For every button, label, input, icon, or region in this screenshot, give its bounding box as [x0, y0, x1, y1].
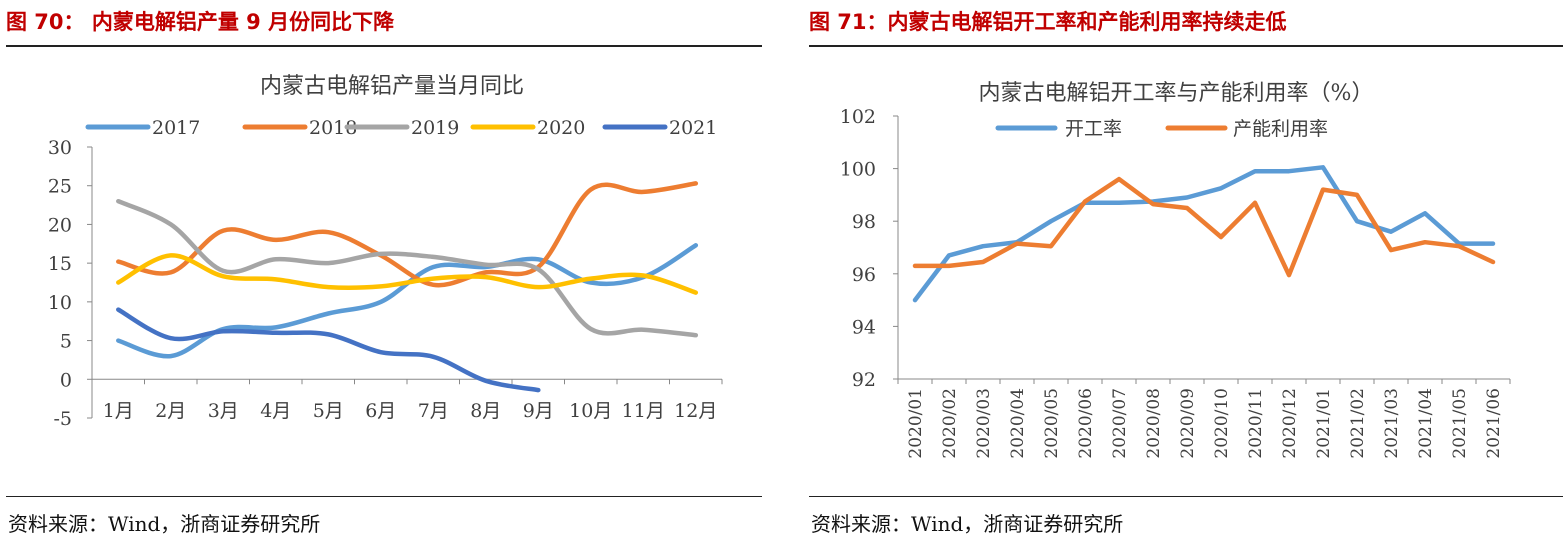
- y-tick-label: -5: [53, 408, 72, 430]
- x-tick-label: 2020/06: [1076, 388, 1096, 459]
- x-tick-label: 7月: [418, 400, 449, 422]
- x-tick-label: 10月: [569, 400, 612, 422]
- y-tick-label: 25: [48, 176, 72, 198]
- series-line-2019: [116, 198, 699, 338]
- series-line-2020: [116, 253, 699, 295]
- series-line-2021: [116, 307, 541, 393]
- y-tick-label: 96: [852, 264, 876, 286]
- title-divider: [6, 45, 762, 47]
- y-tick-label: 94: [852, 316, 876, 338]
- x-tick-label: 12月: [674, 400, 717, 422]
- source-divider: [6, 496, 762, 497]
- chart-title: 内蒙古电解铝产量当月同比: [260, 74, 524, 99]
- legend-label-2021: 2021: [669, 117, 717, 139]
- x-tick-label: 2021/05: [1450, 388, 1470, 459]
- title-divider: [809, 45, 1563, 47]
- x-tick-label: 2月: [155, 400, 186, 422]
- x-tick-label: 2020/11: [1246, 388, 1266, 459]
- x-tick-label: 2020/09: [1178, 388, 1198, 459]
- x-tick-label: 2021/06: [1484, 388, 1504, 459]
- series-line-开工率: [912, 165, 1496, 303]
- y-tick-label: 10: [48, 292, 72, 314]
- x-tick-label: 3月: [208, 400, 239, 422]
- x-tick-label: 6月: [365, 400, 396, 422]
- x-tick-label: 4月: [260, 400, 291, 422]
- figure-title: 图 71：内蒙古电解铝开工率和产能利用率持续走低: [809, 10, 1287, 34]
- x-tick-label: 2020/10: [1212, 388, 1232, 459]
- chart-title: 内蒙古电解铝开工率与产能利用率（%）: [979, 81, 1374, 106]
- yoy-output-chart: 内蒙古电解铝产量当月同比 2017 2018 2019 2020 2021 -5 0 5 10 15…: [48, 74, 723, 430]
- x-tick-label: 2021/01: [1314, 388, 1334, 459]
- legend-label-2017: 2017: [152, 117, 200, 139]
- x-tick-label: 2020/07: [1110, 388, 1130, 459]
- x-tick-label: 2021/02: [1348, 388, 1368, 459]
- y-tick-label: 102: [840, 106, 876, 128]
- y-tick-label: 15: [48, 253, 72, 275]
- source-divider: [809, 496, 1563, 497]
- x-tick-label: 11月: [622, 400, 665, 422]
- utilization-rate-chart: 内蒙古电解铝开工率与产能利用率（%） 开工率 产能利用率 92 94 96 98 100 102…: [840, 81, 1511, 459]
- y-tick-label: 30: [48, 137, 72, 159]
- figure-71-panel: 图 71：内蒙古电解铝开工率和产能利用率持续走低 内蒙古电解铝开工率与产能利用率…: [803, 0, 1563, 548]
- y-tick-label: 100: [840, 159, 876, 181]
- figure-70-panel: 图 70： 内蒙电解铝产量 9 月份同比下降 内蒙古电解铝产量当月同比 2017 2…: [0, 0, 762, 548]
- y-tick-label: 5: [60, 331, 72, 353]
- x-tick-label: 2020/03: [974, 388, 994, 459]
- series-line-产能利用率: [912, 176, 1496, 278]
- x-tick-label: 2020/02: [940, 388, 960, 459]
- x-tick-label: 2020/04: [1008, 388, 1028, 459]
- figure-title: 图 70： 内蒙电解铝产量 9 月份同比下降: [6, 10, 395, 34]
- source-note: 资料来源：Wind，浙商证券研究所: [8, 512, 321, 536]
- series-line-2018: [116, 181, 699, 288]
- x-tick-label: 2020/05: [1042, 388, 1062, 459]
- x-tick-label: 2020/12: [1280, 388, 1300, 459]
- y-tick-label: 92: [852, 369, 876, 391]
- x-tick-label: 2021/04: [1416, 388, 1436, 459]
- series-line-2017: [116, 243, 699, 359]
- legend-label-开工率: 开工率: [1065, 118, 1122, 140]
- x-tick-label: 2020/08: [1144, 388, 1164, 459]
- source-note: 资料来源：Wind，浙商证券研究所: [811, 512, 1124, 536]
- x-tick-label: 2020/01: [906, 388, 926, 459]
- x-tick-label: 9月: [523, 400, 554, 422]
- y-tick-label: 98: [852, 211, 876, 233]
- x-tick-label: 1月: [103, 400, 134, 422]
- x-tick-label: 2021/03: [1382, 388, 1402, 459]
- legend-label-2019: 2019: [411, 117, 459, 139]
- legend-label-产能利用率: 产能利用率: [1233, 118, 1328, 140]
- legend-label-2020: 2020: [537, 117, 585, 139]
- y-tick-label: 20: [48, 214, 72, 236]
- x-tick-label: 5月: [313, 400, 344, 422]
- legend-label-2018: 2018: [309, 117, 357, 139]
- y-tick-label: 0: [60, 369, 72, 391]
- x-tick-label: 8月: [470, 400, 501, 422]
